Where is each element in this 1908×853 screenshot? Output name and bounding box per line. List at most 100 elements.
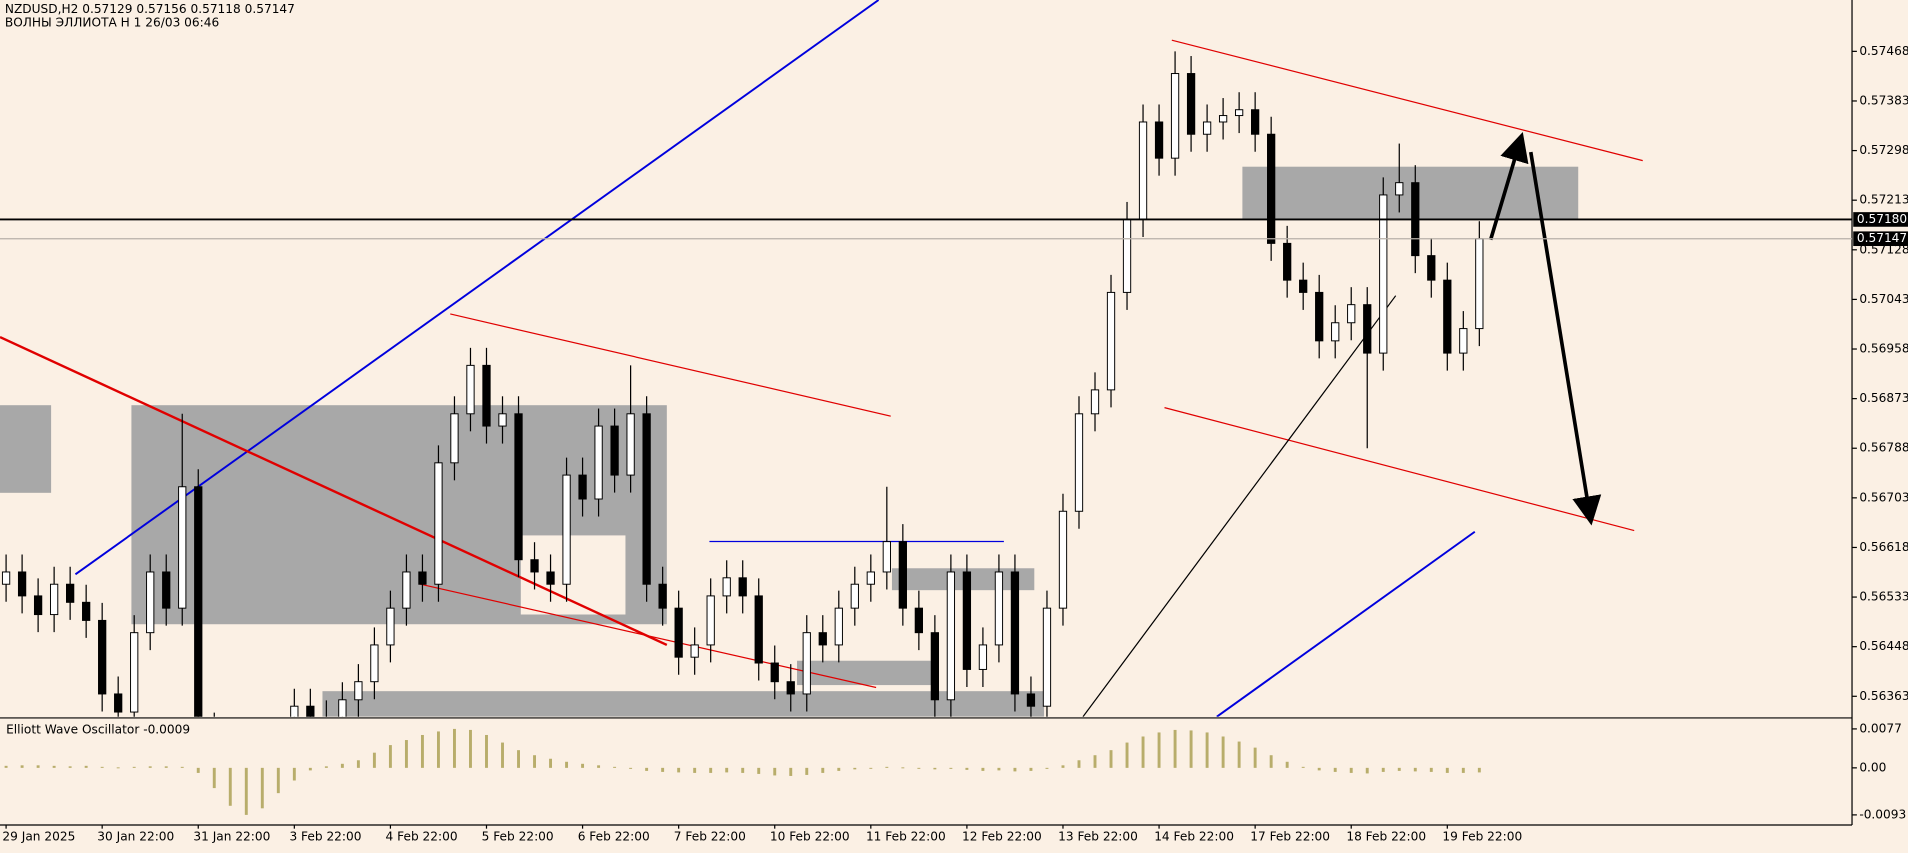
x-tick-label: 11 Feb 22:00 [866, 830, 946, 844]
oscillator-bar [68, 766, 72, 768]
candle-body [1202, 121, 1212, 135]
y-tick-label: 0.56533 [1859, 590, 1908, 604]
candle-body [370, 644, 379, 683]
candle-body [82, 601, 91, 621]
oscillator-bar [1077, 760, 1081, 768]
candle-body [482, 364, 491, 427]
x-tick-label: 4 Feb 22:00 [386, 830, 458, 844]
candle-body [434, 462, 443, 585]
candle-body [1299, 279, 1308, 293]
candle-body [978, 644, 988, 670]
oscillator [4, 728, 1481, 815]
oscillator-bar [1109, 750, 1113, 768]
oscillator-bar [1173, 729, 1177, 768]
y-tick-label: 0.56363 [1859, 689, 1908, 703]
candle-body [1010, 571, 1020, 695]
candle-body [306, 705, 315, 717]
candle-body [674, 607, 683, 658]
oscillator-bar [228, 767, 232, 806]
oscillator-bar [1221, 736, 1225, 768]
oscillator-bar [565, 761, 569, 768]
zone [1242, 166, 1579, 220]
oscillator-bar [821, 767, 825, 773]
oscillator-bar [84, 765, 88, 768]
oscillator-bar [917, 767, 921, 769]
price-label: 0.57147 [1857, 231, 1907, 245]
candle-body [418, 571, 427, 585]
zone [0, 405, 52, 493]
oscillator-bar [356, 760, 360, 768]
candle-body [850, 583, 859, 609]
oscillator-bar [276, 767, 280, 794]
oscillator-bar [485, 734, 488, 768]
channel-line [419, 583, 877, 689]
oscillator-bar [1157, 732, 1161, 768]
candle-body [1315, 291, 1324, 342]
candle-body [818, 632, 827, 646]
oscillator-bar [741, 767, 745, 773]
oscillator-bar [1045, 767, 1049, 769]
oscillator-bar [1301, 766, 1305, 768]
candle-body [706, 595, 715, 646]
trend-line [1082, 295, 1397, 717]
candle-body [1283, 242, 1292, 281]
oscillator-bar [1413, 767, 1417, 772]
oscillator-bar [581, 763, 585, 768]
y-tick-label: -0.0093 [1859, 807, 1906, 821]
oscillator-bar [789, 767, 793, 776]
candle-body [1251, 109, 1260, 135]
oscillator-bar [1061, 765, 1065, 768]
trend-line [1216, 530, 1476, 717]
y-tick-label: 0.57298 [1859, 143, 1908, 157]
candle-body [546, 571, 555, 585]
oscillator-bar [805, 767, 809, 775]
oscillator-bar [1429, 767, 1433, 772]
x-tick-label: 6 Feb 22:00 [578, 830, 650, 844]
y-tick-label: 0.57468 [1859, 44, 1908, 58]
oscillator-bar [469, 729, 472, 768]
oscillator-bar [388, 745, 392, 768]
candle-body [562, 474, 571, 585]
oscillator-bar [901, 767, 905, 769]
x-tick-label: 12 Feb 22:00 [962, 830, 1042, 844]
oscillator-bar [709, 767, 713, 773]
oscillator-bar [436, 731, 440, 768]
oscillator-bar [1141, 736, 1145, 768]
price-label: 0.57180 [1857, 212, 1907, 226]
oscillator-bar [180, 766, 184, 768]
channel-line [1164, 407, 1635, 532]
candle-body [898, 541, 907, 609]
candle-body [1363, 304, 1372, 354]
candle-body [770, 662, 779, 683]
oscillator-bar [308, 767, 312, 771]
x-tick-label: 17 Feb 22:00 [1250, 830, 1330, 844]
oscillator-bar [773, 767, 777, 776]
oscillator-bar [1237, 741, 1241, 768]
zone [322, 691, 1045, 717]
oscillator-bar [20, 765, 24, 768]
chart-title: NZDUSD,H2 0.57129 0.57156 0.57118 0.5714… [5, 2, 295, 16]
oscillator-bar [517, 750, 520, 768]
x-tick-label: 29 Jan 2025 [2, 830, 75, 844]
oscillator-bar [549, 758, 553, 768]
oscillator-bar [372, 752, 376, 768]
candles [1, 51, 1484, 717]
candle-body [1347, 304, 1356, 324]
oscillator-bar [1285, 761, 1289, 768]
candle-body [194, 486, 203, 717]
oscillator-bar [1365, 767, 1369, 774]
candle-body [386, 607, 395, 646]
candle-body [1122, 218, 1132, 293]
y-tick-label: 0.56788 [1859, 441, 1908, 455]
candle-body [33, 595, 43, 616]
oscillator-bar [1269, 755, 1273, 768]
candle-body [1475, 238, 1484, 330]
channel-line [1171, 39, 1643, 162]
candle-body [338, 699, 347, 717]
oscillator-bar [757, 767, 761, 774]
candle-body [1058, 510, 1068, 609]
candle-body [722, 577, 731, 597]
zone [797, 660, 937, 686]
price-label-bg [1853, 212, 1908, 227]
